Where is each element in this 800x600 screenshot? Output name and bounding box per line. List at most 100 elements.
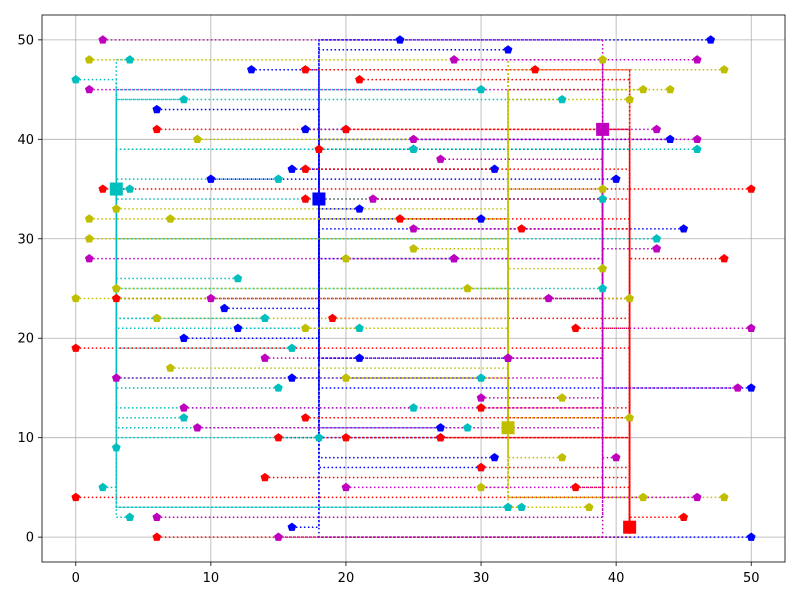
data-point: [192, 134, 202, 144]
data-point: [341, 373, 351, 382]
data-point: [247, 65, 256, 74]
data-point: [98, 35, 108, 44]
data-point: [476, 462, 486, 472]
data-point: [111, 283, 121, 293]
data-point: [111, 443, 121, 452]
connector-line: [601, 129, 738, 389]
data-point: [746, 383, 756, 392]
data-point: [274, 532, 283, 541]
connector-line: [399, 218, 631, 528]
data-point: [395, 214, 405, 223]
y-tick-label: 40: [17, 133, 34, 148]
series-2-hub: [623, 520, 637, 534]
data-point: [692, 144, 702, 153]
data-point: [84, 254, 94, 263]
data-point: [84, 55, 94, 64]
data-point: [611, 174, 621, 183]
data-point: [409, 144, 418, 153]
connector-line: [318, 198, 441, 439]
hub-marker: [596, 122, 610, 136]
connector-line: [170, 367, 509, 428]
x-tick-label: 10: [203, 571, 220, 586]
series-1-points: [152, 35, 756, 541]
data-point: [530, 65, 540, 74]
series-1-hub: [312, 192, 326, 206]
data-point: [206, 293, 216, 303]
data-point: [84, 234, 94, 243]
data-point: [449, 55, 459, 64]
connector-line: [628, 188, 752, 528]
x-tick-label: 50: [743, 571, 760, 586]
data-point: [692, 492, 702, 502]
connector-line: [318, 198, 455, 260]
series-2-points: [71, 65, 756, 541]
data-point: [179, 333, 189, 342]
data-point: [152, 104, 162, 114]
data-point: [436, 154, 445, 163]
data-point: [638, 492, 648, 502]
data-point: [233, 323, 243, 332]
series-3-hub: [109, 182, 123, 196]
data-point: [665, 134, 675, 144]
data-point: [301, 65, 310, 74]
connector-line: [507, 427, 644, 499]
connector-line: [115, 88, 482, 190]
data-point: [98, 184, 108, 193]
data-point: [463, 423, 472, 432]
data-point: [301, 323, 310, 332]
connector-line: [75, 496, 631, 528]
series-5-hub: [596, 122, 610, 136]
connector-line: [345, 129, 604, 489]
connector-line: [89, 59, 509, 428]
data-point: [746, 184, 756, 193]
connector-line: [291, 198, 320, 528]
data-point: [719, 492, 729, 502]
data-point: [152, 512, 162, 521]
axes-frame: [41, 14, 786, 563]
connector-line: [156, 128, 631, 528]
connector-line: [601, 59, 698, 130]
data-point: [598, 264, 607, 273]
data-point: [625, 413, 635, 422]
data-point: [476, 214, 486, 223]
data-point: [301, 124, 310, 134]
data-point: [220, 303, 229, 313]
data-point: [355, 353, 364, 362]
data-point: [192, 423, 202, 432]
data-point: [733, 383, 743, 392]
data-point: [598, 283, 607, 293]
data-point: [84, 84, 94, 94]
data-point: [71, 75, 81, 84]
data-point: [584, 502, 594, 512]
data-point: [436, 423, 445, 432]
data-point: [476, 482, 486, 492]
data-point: [287, 164, 297, 173]
data-point: [314, 433, 324, 442]
data-point: [476, 403, 486, 412]
series-4-points: [71, 55, 729, 512]
data-point: [679, 512, 689, 521]
data-point: [341, 482, 351, 492]
hub-marker: [312, 192, 326, 206]
data-point: [301, 413, 310, 422]
connector-line: [318, 198, 752, 389]
data-point: [517, 502, 526, 512]
hub-marker: [501, 421, 515, 435]
data-point: [206, 174, 216, 183]
data-point: [287, 373, 297, 382]
data-point: [571, 482, 580, 492]
data-point: [557, 94, 567, 104]
y-tick-label: 20: [17, 332, 34, 347]
data-point: [395, 35, 405, 44]
data-point: [557, 452, 567, 462]
data-point: [355, 323, 364, 332]
data-point: [287, 343, 297, 352]
data-point: [665, 84, 675, 94]
data-point: [409, 134, 418, 144]
connector-line: [115, 189, 657, 240]
series-5-points: [84, 35, 756, 541]
data-point: [719, 65, 729, 74]
data-point: [355, 75, 364, 84]
data-point: [598, 194, 607, 203]
